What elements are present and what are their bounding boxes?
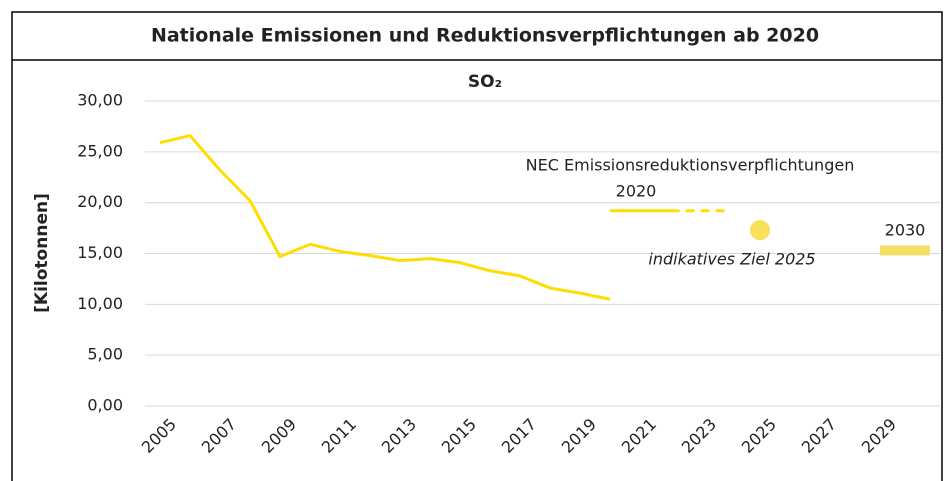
x-tick-label: 2005 [138, 415, 180, 457]
chart-subtitle: SO₂ [468, 72, 502, 92]
x-tick-label: 2019 [558, 415, 600, 457]
x-tick-label: 2027 [798, 415, 840, 457]
x-tick-label: 2021 [618, 415, 660, 457]
target-label: 2020 [616, 182, 657, 201]
target-label: NEC Emissionsreduktionsverpflichtungen [526, 156, 855, 175]
target-dot [750, 220, 770, 241]
target-label: indikatives Ziel 2025 [648, 250, 815, 269]
chart-title: Nationale Emissionen und Reduktionsverpf… [151, 25, 819, 47]
y-tick-label: 30,00 [77, 91, 123, 110]
target-bar [880, 245, 930, 256]
y-tick-label: 5,00 [87, 345, 123, 364]
x-tick-label: 2011 [318, 415, 360, 457]
x-tick-label: 2015 [438, 415, 480, 457]
y-tick-label: 20,00 [77, 192, 123, 211]
y-tick-label: 0,00 [87, 396, 123, 415]
data-line [159, 134, 611, 301]
x-tick-label: 2009 [258, 415, 300, 457]
target-label: 2030 [885, 221, 926, 240]
x-tick-label: 2017 [498, 415, 540, 457]
x-tick-label: 2025 [738, 415, 780, 457]
y-axis-label: [Kilotonnen] [32, 193, 52, 313]
frame [11, 11, 943, 481]
x-tick-label: 2029 [858, 415, 900, 457]
x-tick-label: 2023 [678, 415, 720, 457]
y-tick-label: 10,00 [77, 294, 123, 313]
x-tick-label: 2013 [378, 415, 420, 457]
y-tick-label: 15,00 [77, 243, 123, 262]
x-tick-label: 2007 [198, 415, 240, 457]
y-tick-label: 25,00 [77, 141, 123, 160]
